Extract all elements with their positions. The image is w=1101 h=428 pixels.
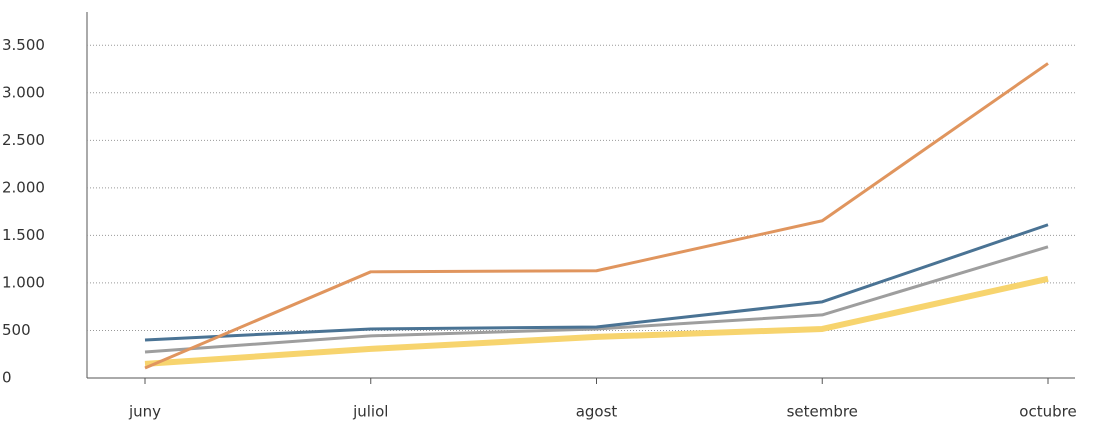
x-tick-label: juliol	[352, 403, 388, 421]
y-tick-label: 500	[2, 321, 31, 339]
y-tick-label: 3.000	[2, 83, 45, 101]
x-tick-label: juny	[128, 403, 161, 421]
x-tick-label: octubre	[1019, 403, 1076, 421]
line-series	[144, 275, 1049, 367]
line-series	[144, 223, 1049, 342]
y-tick-label: 2.500	[2, 131, 45, 149]
y-tick-label: 3.500	[2, 36, 45, 54]
y-tick-label: 2.000	[2, 178, 45, 196]
y-tick-label: 1.500	[2, 226, 45, 244]
line-series	[144, 62, 1049, 370]
y-tick-label: 0	[2, 369, 12, 387]
y-tick-label: 1.000	[2, 273, 45, 291]
x-tick-label: agost	[576, 403, 618, 421]
line-series	[144, 245, 1049, 354]
x-tick-label: setembre	[787, 403, 858, 421]
